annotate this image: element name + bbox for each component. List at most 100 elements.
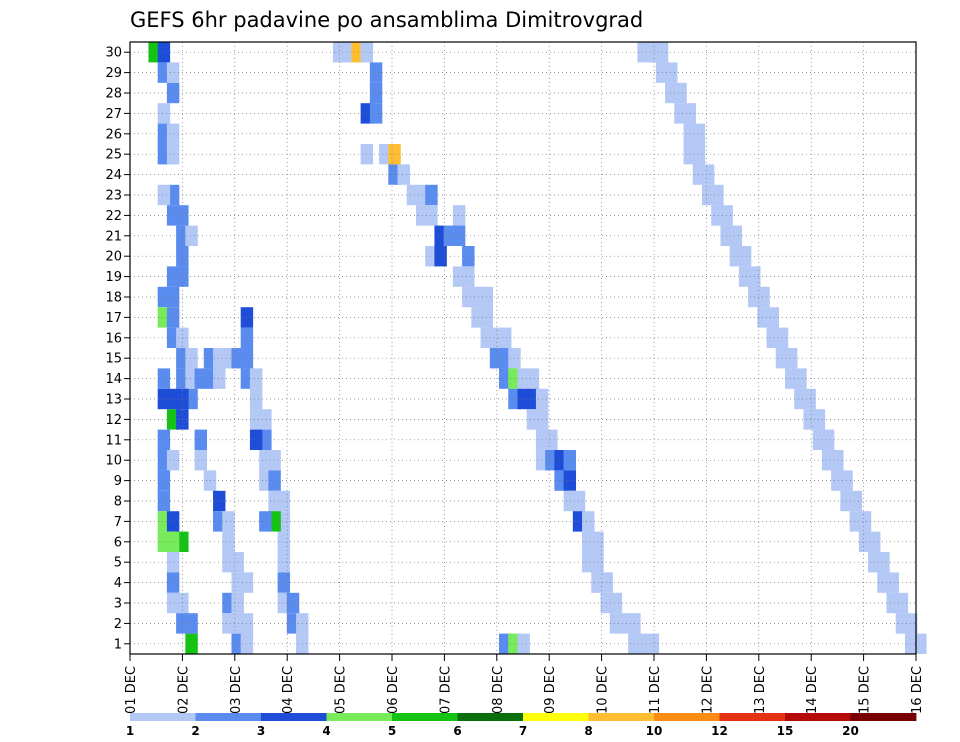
heatmap-cell — [157, 429, 171, 450]
heatmap-cell — [166, 82, 180, 104]
y-tick-label: 26 — [105, 127, 122, 142]
heatmap-cell — [369, 103, 383, 124]
y-tick-label: 13 — [105, 393, 122, 408]
y-tick-label: 17 — [105, 311, 122, 326]
y-tick-label: 28 — [105, 87, 122, 102]
heatmap-cell — [572, 490, 586, 512]
heatmap-cell — [157, 531, 171, 552]
heatmap-cell — [231, 552, 244, 573]
heatmap-cell — [194, 429, 208, 450]
heatmap-cell — [249, 368, 263, 389]
x-tick-label: 11 DEC — [648, 666, 663, 714]
y-tick-label: 20 — [105, 250, 122, 265]
x-tick-label: 12 DEC — [700, 666, 715, 714]
y-tick-label: 24 — [105, 168, 122, 183]
heatmap-cell — [166, 62, 180, 83]
colorbar: 1 2 3 4 5 6 7 8 10 12 15 20 — [126, 713, 917, 738]
heatmap-cell — [609, 592, 623, 614]
heatmap-cell — [821, 429, 835, 450]
plot-frame — [129, 41, 917, 655]
heatmap-cell — [259, 511, 272, 532]
heatmap-cell — [563, 470, 577, 491]
heatmap-cell — [222, 511, 235, 532]
heatmap-cell — [166, 144, 180, 165]
y-tick-label: 1 — [114, 637, 122, 652]
heatmap-cell — [277, 572, 291, 593]
y-tick-label: 29 — [105, 66, 122, 81]
heatmap-cell — [757, 286, 770, 308]
heatmap-cell — [674, 82, 687, 104]
heatmap-cell — [166, 266, 180, 287]
heatmap-cell — [582, 511, 595, 532]
x-tick-label: 05 DEC — [334, 666, 349, 714]
heatmap-cell — [277, 531, 291, 552]
y-tick-label: 7 — [114, 515, 122, 530]
heatmap-cell — [222, 531, 235, 552]
heatmap-cell — [157, 286, 171, 308]
heatmap-cell — [157, 368, 171, 389]
chart-title: GEFS 6hr padavine po ansamblima Dimitrov… — [130, 8, 643, 32]
heatmap-cell — [194, 450, 208, 471]
colorbar-label: 2 — [191, 724, 199, 738]
colorbar-swatch — [261, 713, 327, 721]
heatmap-cell — [157, 490, 171, 512]
colorbar-swatch — [588, 713, 655, 721]
heatmap-cell — [259, 409, 272, 430]
y-tick-label: 25 — [105, 148, 122, 163]
heatmap-cell — [849, 490, 863, 512]
heatmap-cell — [157, 42, 171, 63]
y-tick-label: 12 — [105, 413, 122, 428]
heatmap-cell — [775, 327, 789, 348]
heatmap-cell — [157, 184, 171, 206]
heatmap-cell — [157, 470, 171, 491]
colorbar-label: 3 — [257, 724, 265, 738]
colorbar-label: 20 — [842, 724, 859, 738]
heatmap-cell — [517, 633, 530, 654]
heatmap-cell — [877, 552, 890, 573]
colorbar-swatch — [719, 713, 786, 721]
heatmap-cell — [683, 103, 696, 124]
x-axis: 01 DEC 02 DEC 03 DEC 04 DEC 05 DEC 06 DEC 07 D… — [124, 654, 925, 714]
colorbar-swatch — [326, 713, 393, 721]
heatmap-cell — [701, 164, 715, 185]
x-tick-label: 04 DEC — [281, 666, 296, 714]
y-tick-label: 22 — [105, 209, 122, 224]
heatmap-cell — [249, 429, 263, 450]
heatmap-cell — [499, 327, 512, 348]
heatmap-cell — [166, 450, 180, 471]
heatmap-cell — [434, 246, 447, 267]
heatmap-cell — [452, 225, 466, 246]
heatmap-cell — [185, 225, 198, 246]
x-tick-label: 02 DEC — [176, 666, 191, 714]
colorbar-swatch — [195, 713, 262, 721]
grid-lines — [129, 42, 917, 654]
heatmap-cell — [425, 184, 438, 206]
x-tick-label: 06 DEC — [386, 666, 401, 714]
y-tick-label: 11 — [105, 433, 122, 448]
x-tick-label: 15 DEC — [858, 666, 873, 714]
colorbar-label: 1 — [126, 724, 134, 738]
x-tick-label: 16 DEC — [910, 666, 925, 714]
heatmap-cell — [166, 552, 180, 573]
colorbar-label: 6 — [453, 724, 461, 738]
heatmap-cell — [452, 205, 466, 226]
colorbar-label: 4 — [322, 724, 330, 738]
heatmap-cell — [831, 450, 844, 471]
heatmap-cell — [213, 368, 226, 389]
y-tick-label: 15 — [105, 352, 122, 367]
y-tick-label: 30 — [105, 46, 122, 61]
y-tick-label: 21 — [105, 229, 122, 244]
colorbar-label: 7 — [519, 724, 527, 738]
colorbar-swatch — [392, 713, 458, 721]
y-tick-label: 5 — [114, 556, 122, 571]
y-tick-label: 9 — [114, 474, 122, 489]
colorbar-swatch — [457, 713, 524, 721]
heatmap-cell — [369, 82, 383, 104]
heatmap-cell — [166, 307, 180, 328]
heatmap-cell — [591, 531, 604, 552]
heatmap-cell — [166, 123, 180, 144]
x-tick-label: 08 DEC — [491, 666, 506, 714]
y-tick-label: 16 — [105, 331, 122, 346]
heatmap-cell — [249, 388, 263, 410]
